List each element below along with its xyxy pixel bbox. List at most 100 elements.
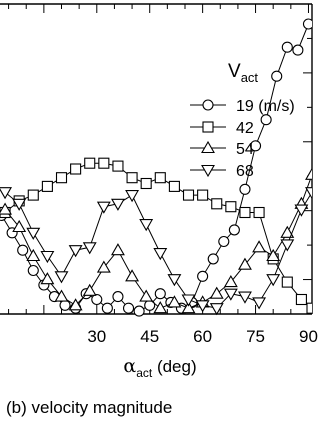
data-point (82, 242, 97, 255)
data-point (252, 297, 267, 310)
figure-caption: (b) velocity magnitude (6, 398, 172, 417)
x-tick-label: 90 (299, 327, 318, 346)
data-point (84, 157, 96, 169)
data-point (133, 305, 145, 317)
data-point (26, 248, 41, 262)
data-point (55, 172, 68, 184)
data-point (238, 257, 252, 270)
data-point (197, 189, 209, 201)
data-point (125, 269, 140, 282)
data-point (101, 302, 113, 314)
data-point (59, 299, 71, 311)
data-point (96, 201, 111, 214)
series-layer (0, 18, 312, 317)
labels: 30 45 60 75 90 αact (deg) (b) velocity magnitu… (6, 327, 318, 417)
data-point (111, 198, 125, 211)
data-point (82, 283, 97, 296)
data-point (168, 180, 180, 192)
data-point (250, 140, 262, 152)
data-point (112, 160, 124, 172)
data-point (260, 114, 272, 126)
data-point (40, 250, 55, 264)
data-point (292, 44, 304, 56)
data-point (197, 270, 209, 282)
data-point (281, 41, 293, 53)
data-point (17, 244, 29, 256)
data-point (91, 293, 103, 306)
data-point (181, 301, 196, 314)
data-point (0, 187, 13, 200)
data-point (0, 202, 13, 215)
series-3 (0, 187, 312, 316)
x-tick-label: 30 (87, 327, 106, 346)
series-line (1, 23, 309, 312)
data-point (281, 276, 293, 288)
data-point (112, 291, 124, 303)
series-line (4, 174, 312, 309)
data-point (302, 18, 312, 30)
legend-title: Vact (228, 61, 258, 85)
axes (0, 3, 313, 315)
data-point (139, 219, 154, 232)
data-point (167, 295, 182, 308)
data-point (238, 291, 252, 304)
data-point (40, 272, 55, 285)
data-point (223, 274, 238, 288)
data-point (239, 206, 251, 219)
data-point (68, 245, 83, 258)
x-tick-label: 60 (193, 327, 212, 346)
data-point (195, 300, 210, 313)
data-point (252, 240, 267, 253)
data-point (27, 189, 39, 201)
data-point (271, 70, 283, 82)
data-point (26, 227, 41, 240)
data-point (167, 274, 182, 287)
data-point (223, 288, 238, 301)
data-point (266, 274, 281, 287)
data-point (54, 271, 69, 284)
data-point (280, 225, 295, 238)
data-point (295, 293, 307, 306)
data-point (153, 248, 168, 261)
data-point (266, 248, 281, 262)
legend-marker (201, 164, 215, 178)
data-point (305, 167, 312, 180)
data-point (111, 243, 125, 256)
data-point (306, 302, 312, 314)
data-point (294, 204, 309, 217)
data-point (181, 294, 196, 307)
data-point (218, 235, 230, 248)
x-tick-label: 45 (140, 327, 159, 346)
data-point (182, 189, 195, 201)
data-point (154, 288, 166, 300)
data-point (27, 264, 39, 277)
legend-marker (202, 121, 214, 133)
data-point (211, 198, 223, 210)
data-point (68, 298, 83, 311)
data-point (209, 286, 224, 299)
data-point (70, 163, 82, 175)
data-point (153, 301, 168, 314)
data-point (253, 206, 265, 219)
legend-label: 19 (m/s) (236, 98, 295, 115)
data-point (154, 172, 166, 184)
legend-label: 68 (236, 163, 254, 180)
data-point (98, 157, 110, 169)
data-point (41, 180, 53, 192)
series-0 (0, 18, 312, 317)
data-point (122, 302, 135, 314)
x-tick-label: 75 (246, 327, 265, 346)
data-point (209, 303, 224, 316)
data-point (239, 183, 251, 195)
legend-label: 42 (236, 120, 254, 137)
x-axis-label: αact (deg) (123, 355, 196, 380)
data-point (305, 187, 312, 200)
legend-marker (201, 140, 215, 154)
data-point (126, 172, 138, 184)
data-point (140, 177, 152, 190)
data-point (125, 190, 140, 203)
legend-marker (202, 99, 214, 111)
data-point (280, 239, 295, 252)
data-point (96, 260, 111, 273)
